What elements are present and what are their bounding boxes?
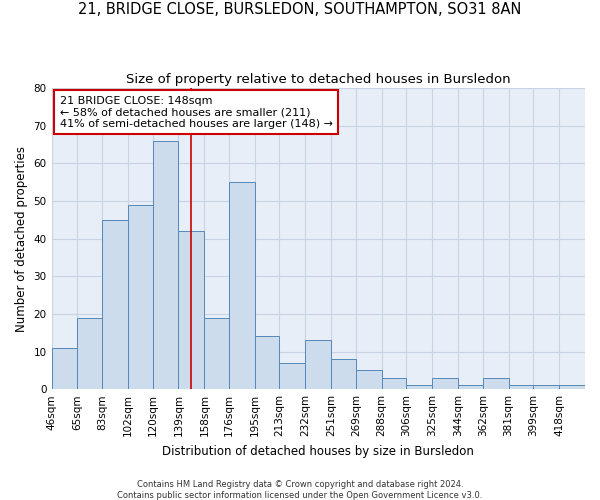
Bar (255, 336, 280, 389)
Bar (406, 386, 432, 389)
X-axis label: Distribution of detached houses by size in Bursledon: Distribution of detached houses by size … (163, 444, 474, 458)
Bar (305, 340, 331, 389)
Text: 21 BRIDGE CLOSE: 148sqm
← 58% of detached houses are smaller (211)
41% of semi-d: 21 BRIDGE CLOSE: 148sqm ← 58% of detache… (59, 96, 332, 129)
Bar (52, 348, 77, 389)
Bar (509, 386, 533, 389)
Bar (102, 220, 128, 389)
Bar (382, 378, 406, 389)
Text: 21, BRIDGE CLOSE, BURSLEDON, SOUTHAMPTON, SO31 8AN: 21, BRIDGE CLOSE, BURSLEDON, SOUTHAMPTON… (79, 2, 521, 18)
Bar (205, 318, 229, 389)
Bar (77, 318, 102, 389)
Bar (128, 204, 152, 389)
Bar (280, 363, 305, 389)
Bar (559, 386, 585, 389)
Bar (229, 182, 255, 389)
Bar (356, 370, 382, 389)
Bar (178, 231, 205, 389)
Bar (152, 141, 178, 389)
Bar (533, 386, 559, 389)
Text: Contains HM Land Registry data © Crown copyright and database right 2024.
Contai: Contains HM Land Registry data © Crown c… (118, 480, 482, 500)
Bar (331, 359, 356, 389)
Bar (432, 378, 458, 389)
Title: Size of property relative to detached houses in Bursledon: Size of property relative to detached ho… (126, 72, 511, 86)
Bar (482, 378, 509, 389)
Bar (458, 386, 482, 389)
Y-axis label: Number of detached properties: Number of detached properties (15, 146, 28, 332)
